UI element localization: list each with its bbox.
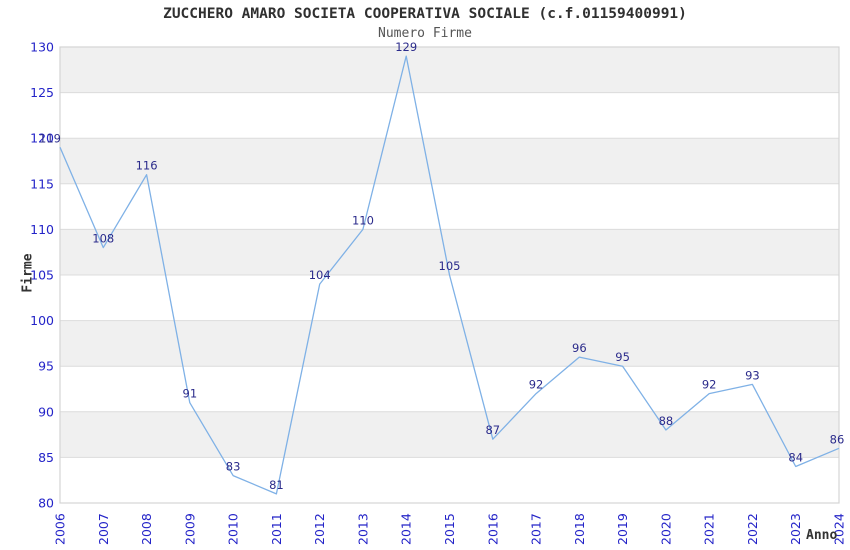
y-tick-label: 120 (30, 131, 54, 146)
x-axis-title: Anno (806, 528, 838, 543)
x-tick-label: 2023 (788, 513, 803, 545)
data-point-label: 88 (659, 414, 674, 428)
y-tick-label: 100 (30, 313, 54, 328)
data-point-label: 86 (830, 432, 845, 446)
data-point-label: 93 (745, 368, 760, 382)
y-tick-label: 95 (38, 359, 54, 374)
plot-band (60, 138, 839, 184)
y-tick-label: 105 (30, 268, 54, 283)
y-tick-label: 80 (38, 496, 54, 511)
x-tick-label: 2017 (529, 513, 544, 545)
x-tick-label: 2016 (485, 513, 500, 545)
x-tick-label: 2008 (139, 513, 154, 545)
x-tick-label: 2014 (399, 513, 414, 545)
data-point-label: 105 (439, 259, 461, 273)
plot-band (60, 411, 839, 458)
data-point-label: 95 (615, 350, 630, 364)
y-tick-label: 130 (30, 40, 54, 55)
data-point-label: 83 (226, 460, 241, 474)
data-point-label: 108 (92, 232, 114, 246)
plot-border (59, 46, 840, 504)
y-tick-label: 115 (30, 176, 54, 191)
x-tick-label: 2020 (658, 513, 673, 545)
data-point-label: 91 (183, 387, 198, 401)
x-tick-label: 2015 (442, 513, 457, 545)
x-tick-label: 2006 (53, 513, 68, 545)
x-tick-label: 2011 (269, 513, 284, 545)
data-point-label: 110 (352, 213, 374, 227)
data-point-label: 92 (529, 378, 544, 392)
data-point-label: 104 (309, 268, 331, 282)
data-point-label: 87 (485, 423, 500, 437)
x-tick-label: 2019 (615, 513, 630, 545)
y-tick-label: 90 (38, 404, 54, 419)
data-point-label: 116 (136, 159, 158, 173)
data-point-label: 81 (269, 478, 284, 492)
y-tick-label: 125 (30, 85, 54, 100)
chart-title: ZUCCHERO AMARO SOCIETA COOPERATIVA SOCIA… (163, 6, 687, 22)
chart-subtitle: Numero Firme (378, 26, 472, 41)
data-point-label: 119 (39, 131, 61, 145)
data-point-label: 84 (788, 451, 803, 465)
x-tick-label: 2013 (355, 513, 370, 545)
data-point-label: 96 (572, 341, 587, 355)
x-tick-label: 2021 (702, 513, 717, 545)
plot-band (60, 47, 839, 93)
data-point-label: 129 (395, 40, 417, 54)
data-line (59, 55, 840, 495)
y-tick-label: 110 (30, 222, 54, 237)
y-tick-label: 85 (38, 450, 54, 465)
x-tick-label: 2007 (96, 513, 111, 545)
x-tick-label: 2018 (572, 513, 587, 545)
x-tick-label: 2024 (832, 513, 847, 545)
plot-band (60, 320, 839, 367)
x-tick-label: 2022 (745, 513, 760, 545)
x-tick-label: 2012 (312, 513, 327, 545)
x-tick-label: 2010 (226, 513, 241, 545)
plot-band (60, 229, 839, 275)
x-tick-label: 2009 (182, 513, 197, 545)
data-point-label: 92 (702, 378, 717, 392)
